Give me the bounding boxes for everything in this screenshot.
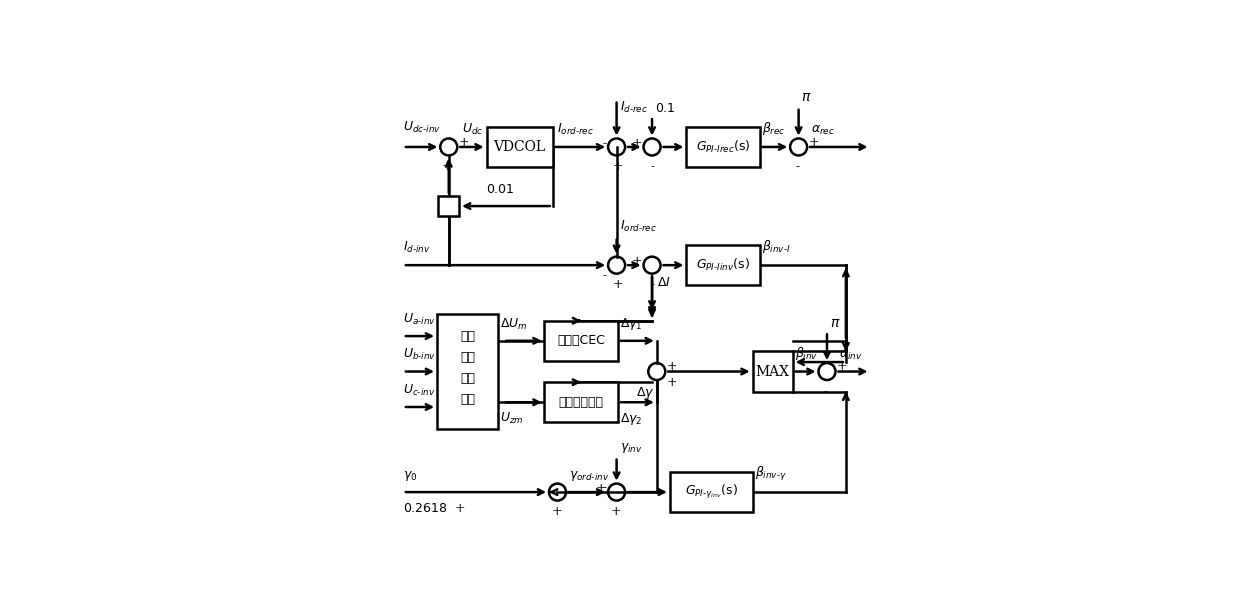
Text: -: - [603, 137, 606, 150]
Text: +: + [667, 360, 677, 373]
Text: -: - [603, 481, 606, 494]
Text: +: + [552, 505, 562, 518]
Text: $0.01$: $0.01$ [486, 182, 515, 196]
Text: -: - [651, 160, 655, 173]
Text: $U_{a\text{-}inv}$: $U_{a\text{-}inv}$ [403, 311, 436, 327]
Text: +: + [837, 360, 847, 373]
Text: -: - [795, 160, 800, 173]
Text: VDCOL: VDCOL [494, 140, 546, 154]
Text: $G_{PI\text{-}Iinv}(\mathrm{s})$: $G_{PI\text{-}Iinv}(\mathrm{s})$ [696, 257, 750, 273]
Text: $\alpha_{inv}$: $\alpha_{inv}$ [839, 349, 863, 362]
Text: +: + [596, 482, 606, 495]
Text: $\Delta\gamma_2$: $\Delta\gamma_2$ [620, 411, 642, 427]
Text: $\gamma_0$: $\gamma_0$ [403, 468, 418, 483]
FancyBboxPatch shape [670, 472, 753, 512]
Text: $\Delta\gamma$: $\Delta\gamma$ [636, 385, 655, 401]
Text: 自适应CEC: 自适应CEC [557, 334, 605, 348]
FancyBboxPatch shape [544, 321, 618, 361]
Text: $\beta_{inv\text{-}\gamma}$: $\beta_{inv\text{-}\gamma}$ [755, 465, 787, 483]
Text: $0.1$: $0.1$ [656, 102, 676, 115]
Text: $\beta_{inv\text{-}I}$: $\beta_{inv\text{-}I}$ [763, 238, 791, 255]
Text: $U_{dc}$: $U_{dc}$ [463, 122, 484, 136]
Text: $\gamma_{inv}$: $\gamma_{inv}$ [620, 441, 644, 455]
Text: $U_{zm}$: $U_{zm}$ [500, 411, 525, 426]
Text: $I_{d\text{-}inv}$: $I_{d\text{-}inv}$ [403, 239, 432, 255]
Text: $\gamma_{ord\text{-}inv}$: $\gamma_{ord\text{-}inv}$ [569, 468, 609, 483]
Text: +: + [667, 376, 677, 389]
Text: -: - [651, 278, 655, 292]
Text: $\beta_{rec}$: $\beta_{rec}$ [763, 120, 786, 136]
Text: +: + [631, 137, 642, 150]
Text: $\alpha_{rec}$: $\alpha_{rec}$ [811, 123, 835, 136]
Text: 单相故障控制: 单相故障控制 [559, 396, 604, 409]
Text: $0.2618$  +: $0.2618$ + [403, 502, 466, 515]
Text: $\pi$: $\pi$ [830, 316, 841, 330]
Text: $U_{dc\text{-}inv}$: $U_{dc\text{-}inv}$ [403, 120, 441, 134]
FancyBboxPatch shape [486, 127, 553, 167]
Text: $U_{c\text{-}inv}$: $U_{c\text{-}inv}$ [403, 383, 435, 397]
Text: $\Delta I$: $\Delta I$ [657, 276, 671, 289]
FancyBboxPatch shape [753, 351, 792, 392]
Text: -: - [823, 385, 828, 398]
Text: $U_{b\text{-}inv}$: $U_{b\text{-}inv}$ [403, 347, 436, 362]
Text: +: + [441, 160, 453, 173]
Text: $I_{ord\text{-}rec}$: $I_{ord\text{-}rec}$ [558, 122, 594, 136]
Text: +: + [613, 278, 622, 292]
Text: $\pi$: $\pi$ [801, 90, 812, 104]
Text: $\beta_{inv}$: $\beta_{inv}$ [795, 345, 818, 362]
FancyBboxPatch shape [436, 314, 498, 429]
Text: 计算: 计算 [460, 372, 475, 385]
Text: $I_{ord\text{-}rec}$: $I_{ord\text{-}rec}$ [620, 219, 657, 235]
Text: $G_{PI\text{-}\gamma_{inv}}(\mathrm{s})$: $G_{PI\text{-}\gamma_{inv}}(\mathrm{s})$ [684, 483, 738, 501]
Text: $G_{PI\text{-}Irec}(\mathrm{s})$: $G_{PI\text{-}Irec}(\mathrm{s})$ [696, 139, 750, 155]
FancyBboxPatch shape [686, 127, 760, 167]
FancyBboxPatch shape [439, 196, 459, 217]
Text: +: + [459, 136, 469, 149]
FancyBboxPatch shape [686, 245, 760, 286]
Text: $\Delta U_m$: $\Delta U_m$ [500, 317, 528, 332]
Text: $\Delta\gamma_1$: $\Delta\gamma_1$ [620, 316, 642, 332]
Text: MAX: MAX [755, 365, 790, 379]
Text: +: + [808, 136, 820, 149]
Text: 系数: 系数 [460, 351, 475, 364]
Text: 模块: 模块 [460, 394, 475, 406]
Text: $I_{d\text{-}rec}$: $I_{d\text{-}rec}$ [620, 99, 649, 115]
Text: +: + [610, 505, 621, 518]
FancyBboxPatch shape [544, 382, 618, 422]
Text: -: - [603, 269, 606, 282]
Text: +: + [613, 160, 622, 173]
Text: 故障: 故障 [460, 330, 475, 343]
Text: +: + [631, 255, 642, 268]
